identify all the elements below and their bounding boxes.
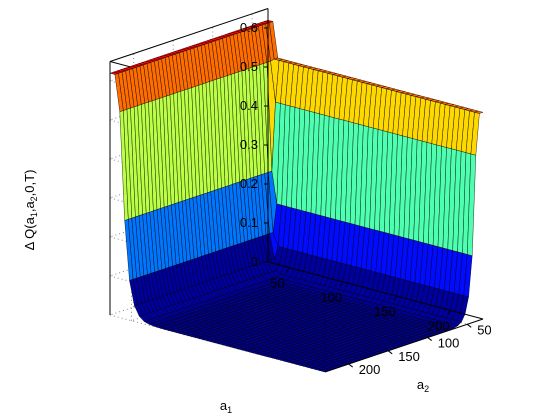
axes: 0 0.1 0.2 0.3 0.4 0.5 0.6 50 100 150 200 50 100 150 20… (240, 8, 492, 377)
x-tick (339, 281, 344, 287)
surface-patch (473, 110, 484, 114)
y-tick (387, 350, 393, 355)
x-axis-line (267, 261, 484, 320)
y-tick (427, 337, 433, 341)
z-tick-label: 0.3 (240, 137, 258, 152)
y-tick (466, 323, 472, 328)
z-tick-label: 0.6 (240, 20, 258, 35)
y-axis-label: a2 (417, 377, 429, 394)
z-axis-label: Δ Q(a1,a2,0,T) (22, 170, 39, 251)
x-tick (393, 295, 398, 301)
z-tick-label: 0.2 (240, 176, 258, 191)
y-axis-line (324, 318, 484, 373)
z-tick-label: 0 (251, 254, 258, 269)
z-tick-label: 0.4 (240, 98, 258, 113)
y-tick-label: 50 (477, 322, 491, 337)
axis-labels: Δ Q(a1,a2,0,T) a1 a2 (22, 170, 429, 415)
y-tick (348, 363, 354, 368)
x-tick-label: 150 (374, 304, 396, 319)
y-tick-label: 100 (438, 336, 460, 351)
x-tick (286, 267, 290, 273)
y-tick-label: 150 (398, 349, 420, 364)
box-edge (109, 8, 269, 62)
y-tick-label: 200 (359, 362, 381, 377)
z-tick-label: 0.1 (240, 215, 258, 230)
x-tick-label: 100 (320, 290, 342, 305)
surface (109, 19, 484, 373)
x-tick-label: 50 (270, 276, 284, 291)
x-tick-label: 200 (428, 318, 450, 333)
x-axis-label: a1 (220, 398, 232, 415)
z-tick-label: 0.5 (240, 59, 258, 74)
x-tick (447, 310, 452, 315)
